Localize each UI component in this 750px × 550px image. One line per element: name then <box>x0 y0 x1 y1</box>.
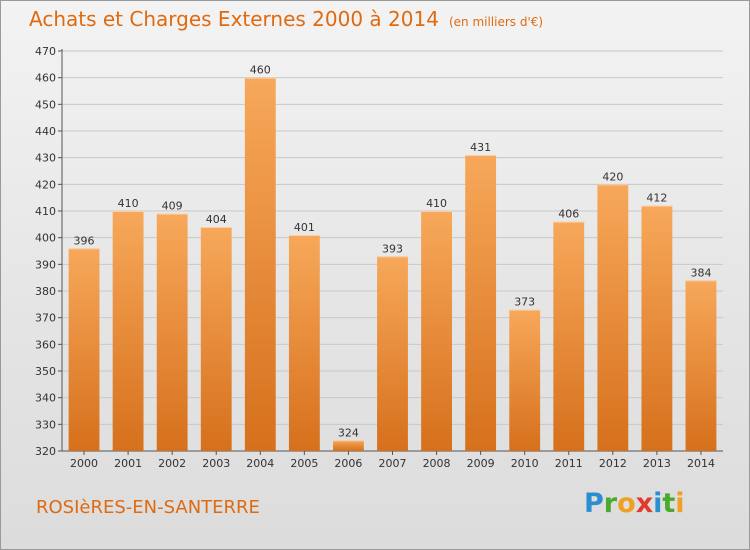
value-label: 384 <box>690 266 711 279</box>
labels: 320 330 340 350 360 370 380 390 400 410 420 430 440 4… <box>35 45 715 470</box>
y-tick-label: 390 <box>35 258 56 271</box>
value-label: 410 <box>426 197 447 210</box>
x-tick-label: 2008 <box>423 457 451 470</box>
y-tick-label: 470 <box>35 45 56 58</box>
y-tick-label: 400 <box>35 232 56 245</box>
x-tick-label: 2004 <box>246 457 274 470</box>
value-label: 401 <box>294 221 315 234</box>
value-label: 460 <box>250 64 271 77</box>
value-label: 431 <box>470 141 491 154</box>
y-tick-label: 430 <box>35 152 56 165</box>
logo-letter: P <box>584 488 604 519</box>
logo-letter: r <box>603 488 618 519</box>
y-tick-label: 440 <box>35 125 56 138</box>
value-label: 412 <box>646 192 667 205</box>
x-tick-label: 2009 <box>467 457 495 470</box>
x-tick-label: 2002 <box>158 457 186 470</box>
y-tick-label: 410 <box>35 205 56 218</box>
y-tick-label: 320 <box>35 445 56 458</box>
x-tick-label: 2005 <box>290 457 318 470</box>
value-label: 373 <box>514 296 535 309</box>
x-tick-label: 2000 <box>70 457 98 470</box>
value-label: 324 <box>338 426 359 439</box>
chart-subtitle: (en milliers d'€) <box>448 15 544 29</box>
bar <box>553 221 585 451</box>
x-tick-label: 2007 <box>379 457 407 470</box>
bar <box>333 440 364 451</box>
bar <box>465 155 497 451</box>
x-tick-label: 2013 <box>643 457 671 470</box>
bar <box>509 309 541 451</box>
bars <box>68 77 717 452</box>
y-tick-label: 380 <box>35 285 56 298</box>
proxiti-logo: Proxiti <box>584 488 685 519</box>
x-tick-label: 2011 <box>555 457 583 470</box>
bar <box>421 211 452 451</box>
y-tick-label: 360 <box>35 338 56 351</box>
y-tick-label: 340 <box>35 392 56 405</box>
chart-title: Achats et Charges Externes 2000 à 2014 (e… <box>29 7 543 31</box>
bar <box>288 235 320 451</box>
bar <box>641 205 673 451</box>
x-tick-label: 2010 <box>511 457 539 470</box>
value-label: 406 <box>558 208 579 221</box>
logo-letter: t <box>662 488 676 519</box>
chart-title-text: Achats et Charges Externes 2000 à 2014 <box>29 7 439 31</box>
value-label: 409 <box>162 200 183 213</box>
value-label: 410 <box>118 197 139 210</box>
bar <box>200 227 232 451</box>
bar <box>597 184 629 452</box>
logo-letter: o <box>617 488 636 519</box>
y-tick-label: 350 <box>35 365 56 378</box>
town-name: ROSIèRES-EN-SANTERRE <box>36 497 260 518</box>
bar <box>68 248 100 451</box>
x-tick-label: 2003 <box>202 457 230 470</box>
value-label: 404 <box>206 213 227 226</box>
logo-letter: x <box>635 488 654 519</box>
bar <box>156 213 188 451</box>
bar <box>112 211 144 451</box>
value-label: 393 <box>382 242 403 255</box>
y-tick-label: 370 <box>35 312 56 325</box>
value-label: 420 <box>602 170 623 183</box>
x-tick-label: 2014 <box>687 457 715 470</box>
y-tick-label: 460 <box>35 72 56 85</box>
value-label: 396 <box>74 234 95 247</box>
bar <box>685 280 717 451</box>
logo-letter: i <box>653 488 663 519</box>
y-tick-label: 450 <box>35 98 56 111</box>
bar <box>244 77 276 452</box>
x-tick-label: 2001 <box>114 457 142 470</box>
bar <box>377 256 408 451</box>
y-tick-label: 330 <box>35 418 56 431</box>
logo-letter: i <box>675 488 685 519</box>
y-tick-label: 420 <box>35 178 56 191</box>
x-tick-label: 2006 <box>334 457 362 470</box>
x-tick-label: 2012 <box>599 457 627 470</box>
